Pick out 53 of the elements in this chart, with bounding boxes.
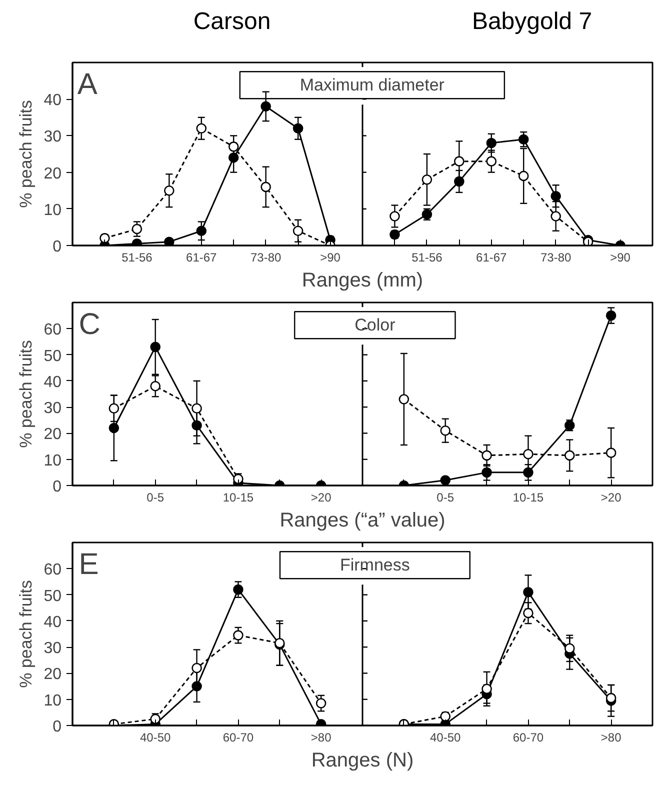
annotation: C [78, 308, 100, 341]
chart-title: Babygold 7 [472, 7, 592, 37]
y-tick-label: 0 [52, 718, 62, 736]
y-tick-label: 10 [44, 452, 62, 470]
annotation: E [78, 548, 99, 581]
x-tick-label: >90 [610, 250, 631, 264]
y-tick-label: 20 [44, 165, 62, 182]
y-axis-title: % peach fruits [16, 340, 36, 448]
x-tick-label: 40-50 [140, 730, 172, 744]
x-tick-label: 61-67 [476, 250, 508, 264]
annotation: Color [354, 316, 396, 335]
x-tick-label: 51-56 [412, 250, 443, 264]
annotation: Maximum diameter [300, 76, 445, 95]
x-tick-label: 73-80 [250, 250, 282, 264]
y-tick-label: 10 [44, 202, 62, 219]
x-axis-title: Ranges (N) [311, 750, 414, 772]
y-tick-label: 40 [44, 92, 62, 110]
x-tick-label: >90 [320, 250, 341, 264]
y-tick-label: 0 [52, 478, 62, 496]
y-tick-label: 10 [44, 692, 62, 710]
x-tick-label: 60-70 [512, 730, 544, 744]
y-axis-title: % peach fruits [16, 100, 36, 208]
y-tick-label: 40 [44, 614, 62, 631]
x-tick-label: >20 [310, 490, 332, 504]
chart-title: Carson [193, 7, 271, 37]
x-tick-label: >80 [600, 730, 622, 744]
x-tick-label: 60-70 [222, 730, 254, 744]
y-tick-label: 50 [44, 588, 62, 605]
x-tick-label: 40-50 [430, 730, 462, 744]
y-tick-label: 60 [44, 562, 62, 579]
x-tick-label: >80 [310, 730, 332, 744]
x-tick-label: 10-15 [222, 490, 254, 504]
y-tick-label: 20 [44, 666, 62, 684]
y-tick-label: 40 [44, 374, 62, 391]
y-tick-label: 50 [44, 348, 62, 365]
x-axis-title: Ranges (“a” value) [280, 510, 446, 532]
x-tick-label: 0-5 [146, 490, 164, 504]
y-axis-title: % peach fruits [16, 580, 36, 688]
x-tick-label: 10-15 [512, 490, 544, 504]
annotation: Firmness [340, 556, 410, 575]
x-tick-label: 73-80 [540, 250, 572, 264]
x-tick-label: 61-67 [186, 250, 218, 264]
y-tick-label: 30 [44, 640, 62, 658]
y-tick-label: 30 [44, 400, 62, 418]
x-tick-label: >20 [600, 490, 622, 504]
y-tick-label: 60 [44, 322, 62, 339]
x-axis-title: Ranges (mm) [302, 270, 424, 292]
y-tick-label: 20 [44, 426, 62, 444]
y-tick-label: 30 [44, 128, 62, 146]
x-tick-label: 51-56 [122, 250, 153, 264]
annotation: A [77, 68, 98, 101]
y-tick-label: 0 [52, 238, 62, 256]
x-tick-label: 0-5 [436, 490, 454, 504]
